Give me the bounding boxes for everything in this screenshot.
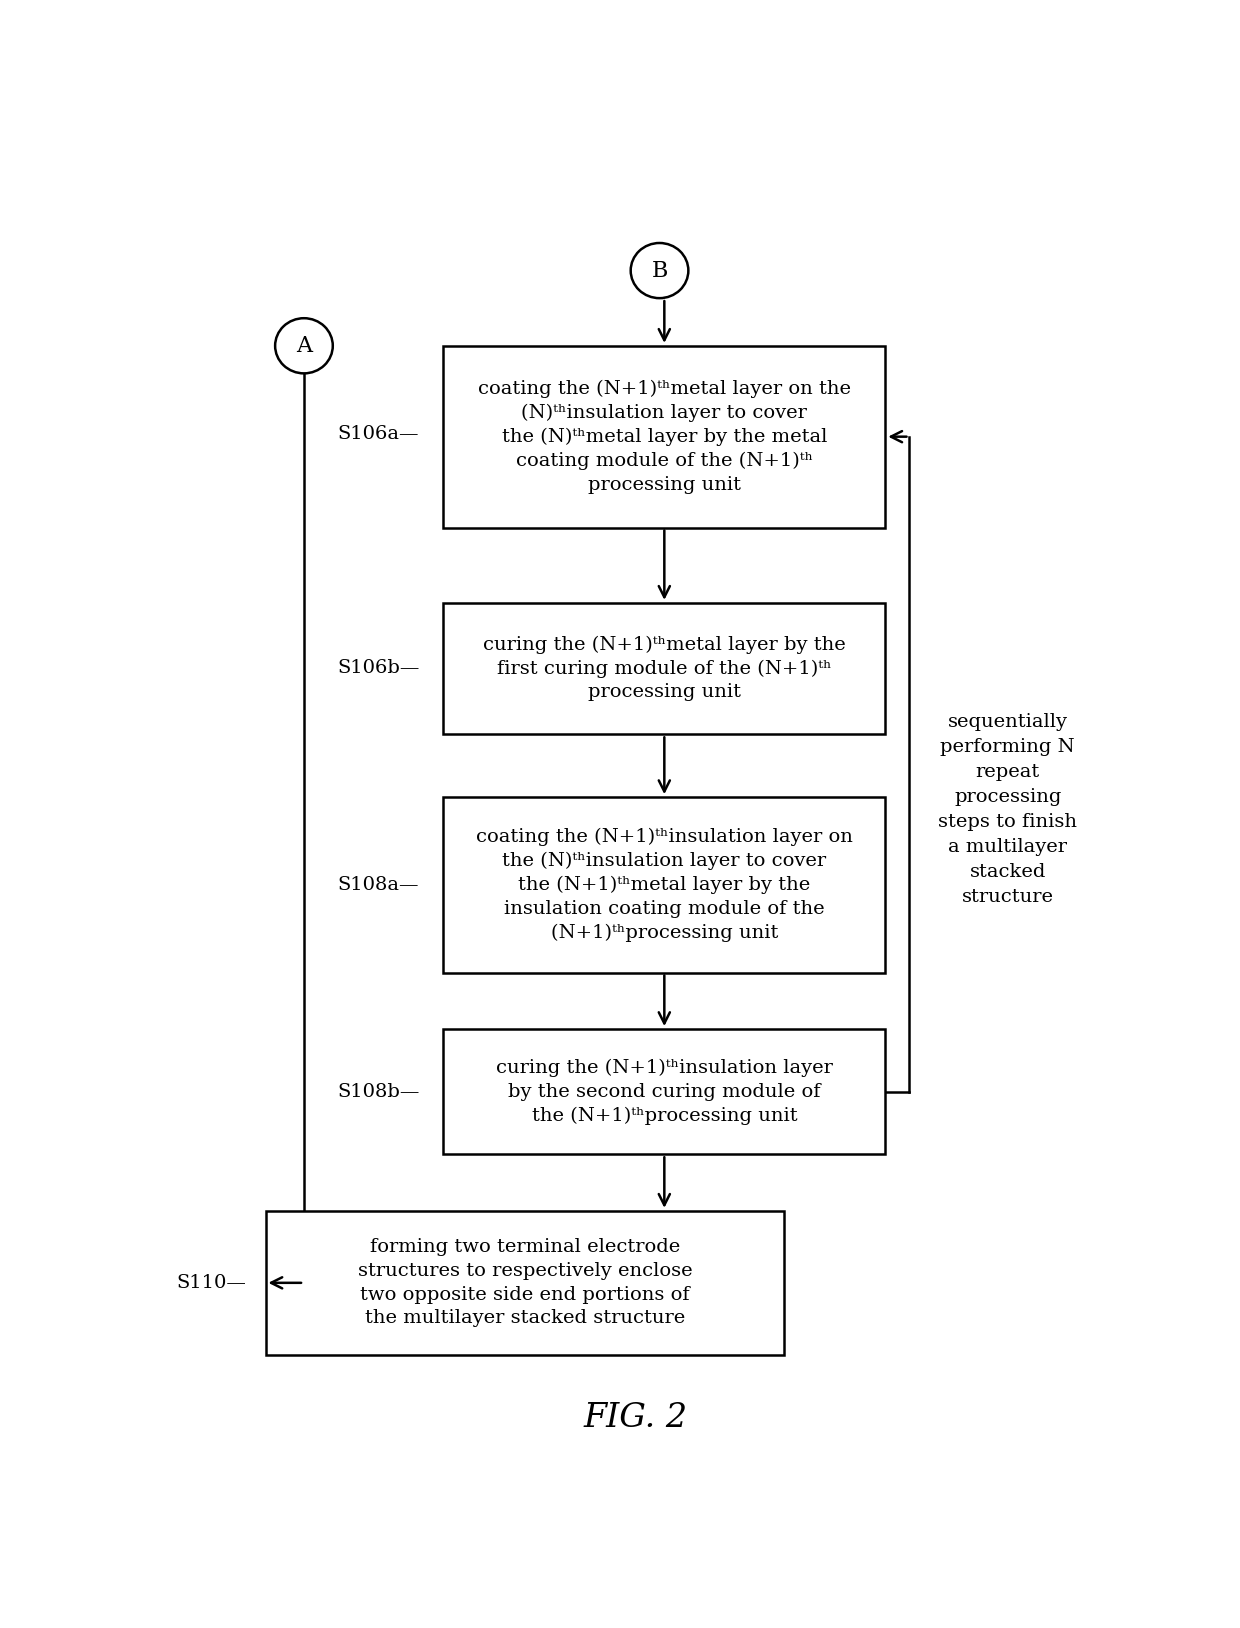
Ellipse shape	[631, 243, 688, 298]
Text: S108a—: S108a—	[337, 876, 419, 894]
Text: S106a—: S106a—	[337, 425, 419, 443]
FancyBboxPatch shape	[265, 1211, 785, 1354]
Text: coating the (N+1)ᵗʰmetal layer on the
(N)ᵗʰinsulation layer to cover
the (N)ᵗʰme: coating the (N+1)ᵗʰmetal layer on the (N…	[477, 379, 851, 493]
Text: coating the (N+1)ᵗʰinsulation layer on
the (N)ᵗʰinsulation layer to cover
the (N: coating the (N+1)ᵗʰinsulation layer on t…	[476, 829, 853, 941]
FancyBboxPatch shape	[444, 798, 885, 972]
FancyBboxPatch shape	[444, 1029, 885, 1154]
Text: S106b—: S106b—	[337, 659, 419, 677]
Text: B: B	[651, 259, 667, 282]
Text: sequentially
performing N
repeat
processing
steps to finish
a multilayer
stacked: sequentially performing N repeat process…	[939, 713, 1078, 907]
FancyBboxPatch shape	[444, 602, 885, 734]
Text: curing the (N+1)ᵗʰinsulation layer
by the second curing module of
the (N+1)ᵗʰpro: curing the (N+1)ᵗʰinsulation layer by th…	[496, 1058, 833, 1125]
Text: A: A	[296, 335, 312, 357]
Text: forming two terminal electrode
structures to respectively enclose
two opposite s: forming two terminal electrode structure…	[357, 1239, 692, 1327]
Ellipse shape	[275, 317, 332, 373]
Text: curing the (N+1)ᵗʰmetal layer by the
first curing module of the (N+1)ᵗʰ
processi: curing the (N+1)ᵗʰmetal layer by the fir…	[482, 635, 846, 702]
FancyBboxPatch shape	[444, 345, 885, 527]
Text: FIG. 2: FIG. 2	[584, 1402, 687, 1434]
Text: S108b—: S108b—	[337, 1083, 419, 1101]
Text: S110—: S110—	[176, 1275, 247, 1293]
